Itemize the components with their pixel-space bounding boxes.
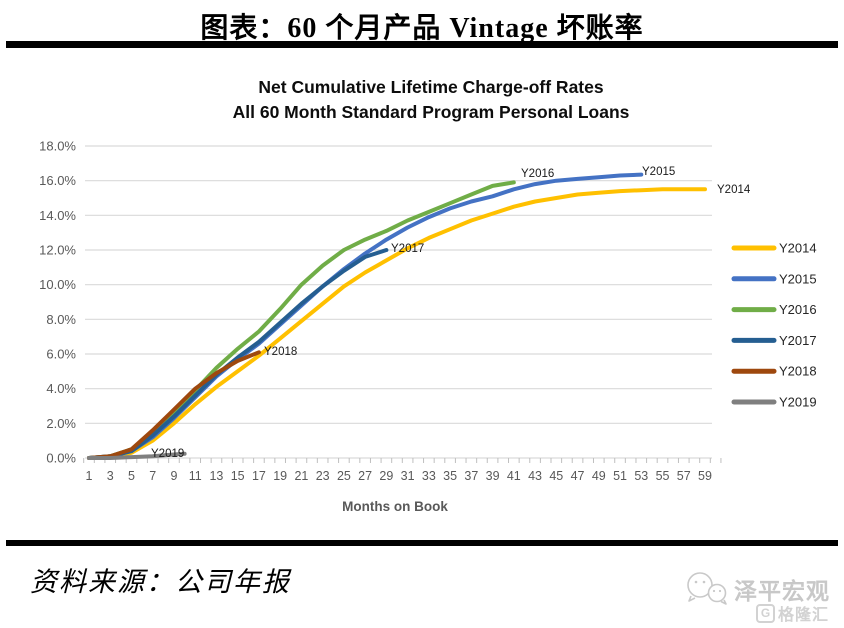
chart-title: Net Cumulative Lifetime Charge-off Rates (258, 77, 603, 97)
document-title: 图表：60 个月产品 Vintage 坏账率 (200, 13, 644, 44)
x-tick-label: 31 (401, 469, 415, 483)
x-tick-label: 9 (170, 469, 177, 483)
watermark: 泽平宏观 G 格隆汇 (684, 568, 842, 626)
x-tick-label: 3 (107, 469, 114, 483)
source-note: 资料来源：公司年报 (30, 567, 291, 597)
x-tick-label: 15 (231, 469, 245, 483)
x-tick-label: 35 (443, 469, 457, 483)
x-tick-label: 41 (507, 469, 521, 483)
series-label-y2014: Y2014 (717, 184, 751, 196)
series-line-y2017 (87, 248, 389, 460)
x-tick-label: 53 (634, 469, 648, 483)
x-tick-label: 1 (86, 469, 93, 483)
y-tick-label: 16.0% (39, 173, 76, 188)
series-line-y2018 (87, 350, 261, 460)
x-tick-label: 23 (316, 469, 330, 483)
watermark-brand-text: 泽平宏观 (734, 578, 830, 604)
x-tick-label: 59 (698, 469, 712, 483)
x-tick-label: 43 (528, 469, 542, 483)
x-tick-label: 57 (677, 469, 691, 483)
legend-label-y2017: Y2017 (779, 333, 817, 348)
watermark-logo-row: G 格隆汇 (756, 601, 829, 625)
x-tick-label: 49 (592, 469, 606, 483)
y-tick-label: 2.0% (46, 416, 76, 431)
x-axis-title: Months on Book (342, 499, 448, 514)
legend-label-y2019: Y2019 (779, 395, 817, 410)
y-tick-label: 18.0% (39, 139, 76, 154)
y-tick-label: 12.0% (39, 243, 76, 258)
vintage-chargeoff-line-chart: 0.0% 2.0% 4.0% 6.0% 8.0% 10.0% 12.0% 14.0% 16.0%… (39, 77, 817, 514)
x-tick-label: 5 (128, 469, 135, 483)
legend-label-y2016: Y2016 (779, 302, 817, 317)
x-tick-label: 33 (422, 469, 436, 483)
legend-label-y2018: Y2018 (779, 364, 817, 379)
legend-label-y2014: Y2014 (779, 241, 817, 256)
series-label-y2015: Y2015 (642, 166, 675, 178)
x-tick-label: 37 (464, 469, 478, 483)
x-tick-label: 45 (549, 469, 563, 483)
y-tick-label: 10.0% (39, 277, 76, 292)
bottom-divider (6, 540, 838, 546)
series-label-y2016: Y2016 (521, 168, 554, 180)
watermark-brand-row: 泽平宏观 (684, 570, 830, 608)
x-tick-label: 17 (252, 469, 266, 483)
x-tick-label: 55 (656, 469, 670, 483)
x-tick-label: 13 (209, 469, 223, 483)
watermark-logo-text: 格隆汇 (778, 607, 830, 624)
x-tick-label: 27 (358, 469, 372, 483)
legend-label-y2015: Y2015 (779, 271, 817, 286)
chart-subtitle: All 60 Month Standard Program Personal L… (233, 102, 630, 122)
gelonghui-g-icon: G (756, 603, 775, 623)
series-line-y2014 (87, 187, 707, 460)
y-tick-label: 0.0% (46, 451, 76, 466)
x-tick-label: 51 (613, 469, 627, 483)
x-tick-label: 19 (273, 469, 287, 483)
series-line-y2019 (87, 451, 187, 460)
x-tick-label: 47 (571, 469, 585, 483)
y-tick-label: 8.0% (46, 312, 76, 327)
series-label-y2018: Y2018 (264, 346, 297, 358)
x-tick-label: 21 (294, 469, 308, 483)
series-label-y2019: Y2019 (151, 448, 184, 460)
wechat-bubbles-icon (687, 572, 727, 605)
y-tick-label: 4.0% (46, 381, 76, 396)
x-tick-label: 25 (337, 469, 351, 483)
y-tick-label: 6.0% (46, 347, 76, 362)
series-label-y2017: Y2017 (391, 243, 424, 255)
y-tick-label: 14.0% (39, 208, 76, 223)
x-tick-label: 29 (379, 469, 393, 483)
x-tick-label: 39 (486, 469, 500, 483)
top-divider (6, 41, 838, 48)
x-tick-label: 11 (189, 469, 202, 483)
x-tick-label: 7 (149, 469, 156, 483)
